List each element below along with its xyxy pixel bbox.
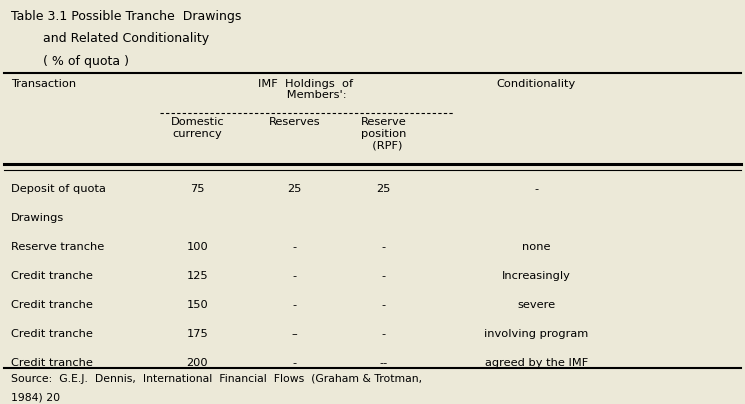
Text: –: – — [291, 329, 297, 339]
Text: Credit tranche: Credit tranche — [11, 358, 93, 368]
Text: Domestic
currency: Domestic currency — [171, 117, 224, 139]
Text: -: - — [381, 329, 386, 339]
Text: -: - — [292, 242, 297, 252]
Text: Deposit of quota: Deposit of quota — [11, 184, 106, 194]
Text: agreed by the IMF: agreed by the IMF — [485, 358, 588, 368]
Text: Source:  G.E.J.  Dennis,  International  Financial  Flows  (Graham & Trotman,: Source: G.E.J. Dennis, International Fin… — [11, 374, 422, 384]
Text: -: - — [292, 271, 297, 281]
Text: 175: 175 — [186, 329, 209, 339]
Text: -: - — [381, 300, 386, 310]
Text: 1984) 20: 1984) 20 — [11, 393, 60, 403]
Text: and Related Conditionality: and Related Conditionality — [11, 32, 209, 45]
Text: Table 3.1 Possible Tranche  Drawings: Table 3.1 Possible Tranche Drawings — [11, 10, 241, 23]
Text: -: - — [292, 358, 297, 368]
Text: Conditionality: Conditionality — [497, 79, 576, 89]
Text: IMF  Holdings  of
      Members':: IMF Holdings of Members': — [258, 79, 353, 100]
Text: Credit tranche: Credit tranche — [11, 271, 93, 281]
Text: ( % of quota ): ( % of quota ) — [11, 55, 129, 67]
Text: Reserve
position
  (RPF): Reserve position (RPF) — [361, 117, 407, 150]
Text: 150: 150 — [186, 300, 209, 310]
Text: -: - — [534, 184, 539, 194]
Text: Credit tranche: Credit tranche — [11, 300, 93, 310]
Text: Reserves: Reserves — [268, 117, 320, 127]
Text: --: -- — [379, 358, 388, 368]
Text: Drawings: Drawings — [11, 213, 64, 223]
Text: Credit tranche: Credit tranche — [11, 329, 93, 339]
Text: severe: severe — [517, 300, 556, 310]
Text: Reserve tranche: Reserve tranche — [11, 242, 104, 252]
Text: 200: 200 — [186, 358, 209, 368]
Text: -: - — [381, 242, 386, 252]
Text: involving program: involving program — [484, 329, 589, 339]
Text: 100: 100 — [186, 242, 209, 252]
Text: none: none — [522, 242, 551, 252]
Text: Increasingly: Increasingly — [502, 271, 571, 281]
Text: 75: 75 — [190, 184, 205, 194]
Text: 25: 25 — [287, 184, 302, 194]
Text: -: - — [381, 271, 386, 281]
Text: Transaction: Transaction — [11, 79, 76, 89]
Text: 125: 125 — [186, 271, 209, 281]
Text: 25: 25 — [376, 184, 391, 194]
Text: -: - — [292, 300, 297, 310]
